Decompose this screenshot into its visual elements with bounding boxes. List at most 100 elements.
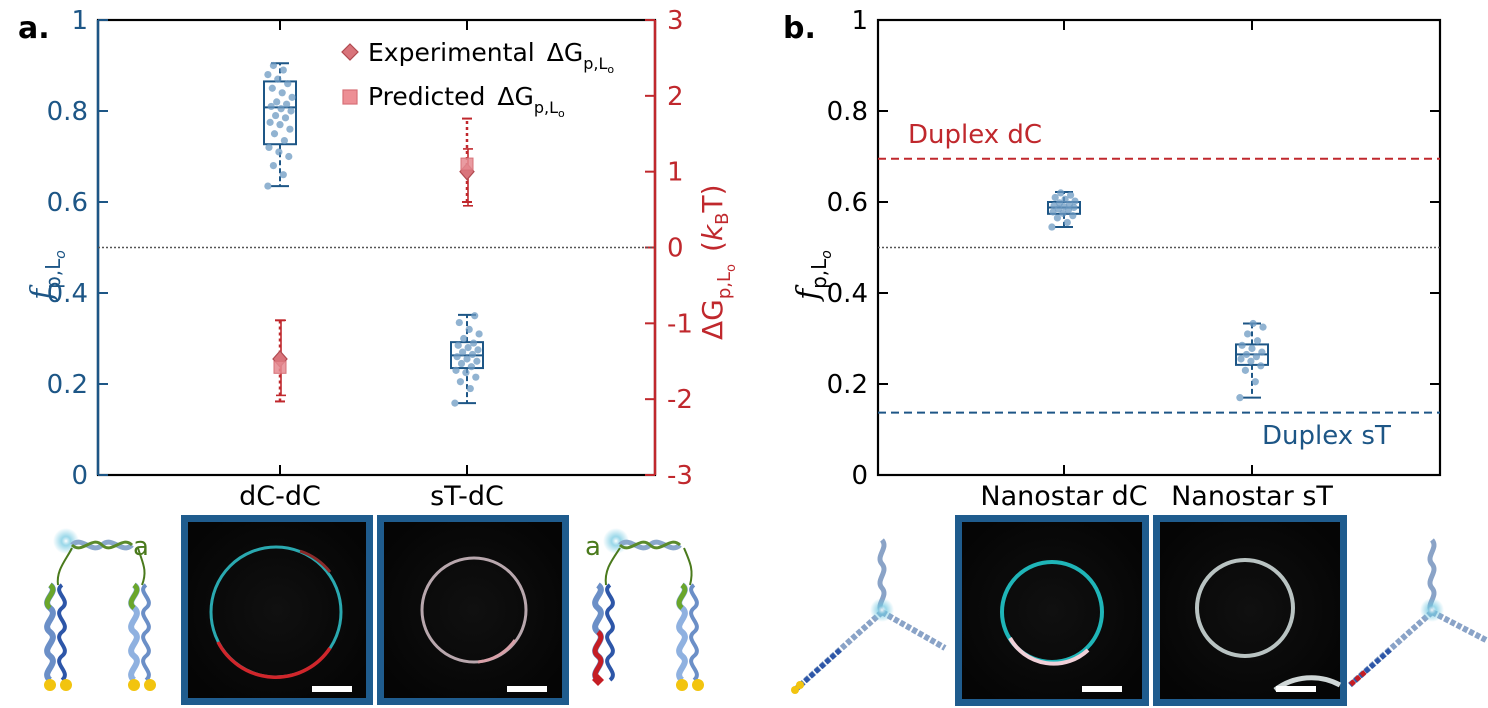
predicted-marker	[273, 360, 287, 374]
predicted-marker	[460, 157, 474, 171]
micrograph-nanostar-dc	[955, 515, 1149, 706]
right-tick-label: 1	[667, 158, 684, 188]
data-point	[451, 399, 459, 407]
data-point	[279, 66, 287, 74]
panel-b-label: b.	[783, 11, 816, 46]
data-point	[288, 93, 296, 101]
data-point	[1056, 199, 1064, 207]
schematic-label-a: a	[585, 532, 601, 562]
data-point	[285, 152, 293, 161]
fluorophore-glow-icon	[870, 598, 894, 622]
data-point	[453, 353, 461, 361]
data-point	[274, 75, 282, 83]
data-point	[471, 312, 479, 320]
data-point	[275, 148, 283, 156]
data-point	[1238, 341, 1246, 349]
data-point	[454, 341, 462, 349]
data-point	[1071, 197, 1079, 205]
category-label: Nanostar dC	[980, 481, 1147, 512]
data-point	[464, 344, 472, 352]
schematic-dc-dc: a	[44, 528, 156, 691]
schematic-label-a: a	[133, 532, 149, 562]
fluorophore-glow-icon	[53, 528, 79, 554]
data-point	[1249, 319, 1257, 328]
data-point	[452, 366, 460, 374]
legend-item-experimental: Experimental ΔGp,Lo	[341, 38, 614, 76]
data-point	[1237, 355, 1245, 363]
data-point	[273, 98, 281, 106]
data-point	[1251, 378, 1259, 386]
data-point	[1061, 195, 1069, 203]
scale-bar	[1082, 686, 1122, 692]
data-point	[1050, 202, 1058, 210]
data-point	[284, 80, 292, 88]
left-tick-label: 0.2	[47, 370, 88, 400]
left-tick-label: 0.6	[827, 188, 868, 218]
left-tick-label: 0.4	[827, 279, 868, 309]
data-point	[1248, 344, 1256, 353]
data-point	[1051, 193, 1059, 202]
right-tick-label: -2	[667, 385, 693, 415]
data-point	[466, 384, 474, 393]
data-point	[267, 102, 275, 111]
panel-b: b. 0 0.2 0.4 0.6 0.8 1 Nanostar dC Nanostar sT…	[783, 6, 1442, 512]
panel-a-boxes	[263, 61, 484, 407]
right-tick-label: -1	[667, 309, 693, 339]
square-marker-icon	[342, 89, 358, 105]
micrograph-nanostar-st	[1153, 515, 1347, 706]
panel-b-boxes	[1047, 189, 1269, 402]
right-tick-label: -3	[667, 461, 693, 491]
left-tick-label: 0.6	[47, 188, 88, 218]
left-tick-label: 0	[851, 461, 868, 491]
data-point	[475, 330, 483, 338]
data-point	[1063, 218, 1071, 227]
data-point	[1258, 348, 1266, 356]
data-point	[472, 373, 480, 381]
right-tick-label: 2	[667, 82, 684, 112]
data-point	[465, 325, 473, 333]
left-tick-label: 0	[71, 461, 88, 491]
data-point	[272, 111, 280, 120]
duplex-st-label: Duplex sT	[1262, 421, 1391, 451]
data-point	[1241, 366, 1249, 374]
panel-a-right-ticks: -3 -2 -1 0 1 2 3	[645, 6, 693, 491]
data-point	[264, 182, 272, 190]
data-point	[456, 378, 464, 386]
data-point	[1247, 357, 1255, 365]
panel-a-category-ticks: dC-dC sT-dC	[239, 20, 504, 512]
data-point	[1253, 337, 1262, 345]
panel-a-deltaG-markers	[272, 117, 475, 403]
panel-b-category-ticks: Nanostar dC Nanostar sT	[980, 20, 1333, 512]
right-tick-label: 3	[667, 6, 684, 36]
data-point	[462, 369, 470, 377]
data-point	[470, 339, 478, 347]
data-point	[1059, 209, 1067, 217]
left-tick-label: 0.8	[827, 97, 868, 127]
data-point	[264, 71, 272, 79]
data-point	[1057, 189, 1065, 197]
data-point	[266, 118, 274, 126]
data-point	[280, 136, 288, 145]
data-point	[286, 125, 294, 133]
data-point	[1067, 191, 1075, 199]
data-point	[268, 84, 276, 92]
panel-a-label: a.	[18, 11, 50, 46]
data-point	[1257, 362, 1265, 370]
micrograph-dc-dc	[181, 515, 373, 705]
data-point	[1048, 223, 1056, 231]
data-point	[269, 61, 277, 70]
data-point	[1069, 212, 1077, 220]
scale-bar	[507, 686, 547, 692]
data-point	[279, 171, 287, 179]
data-point	[468, 350, 477, 359]
left-tick-label: 1	[851, 6, 868, 36]
data-point	[459, 348, 467, 356]
data-point	[1242, 350, 1251, 359]
data-point	[457, 359, 466, 368]
data-point	[276, 121, 284, 129]
left-tick-label: 1	[71, 6, 88, 36]
panel-a-right-axis-label: ΔGp,Lo(kBT)	[696, 184, 739, 340]
scale-bar	[312, 686, 352, 692]
